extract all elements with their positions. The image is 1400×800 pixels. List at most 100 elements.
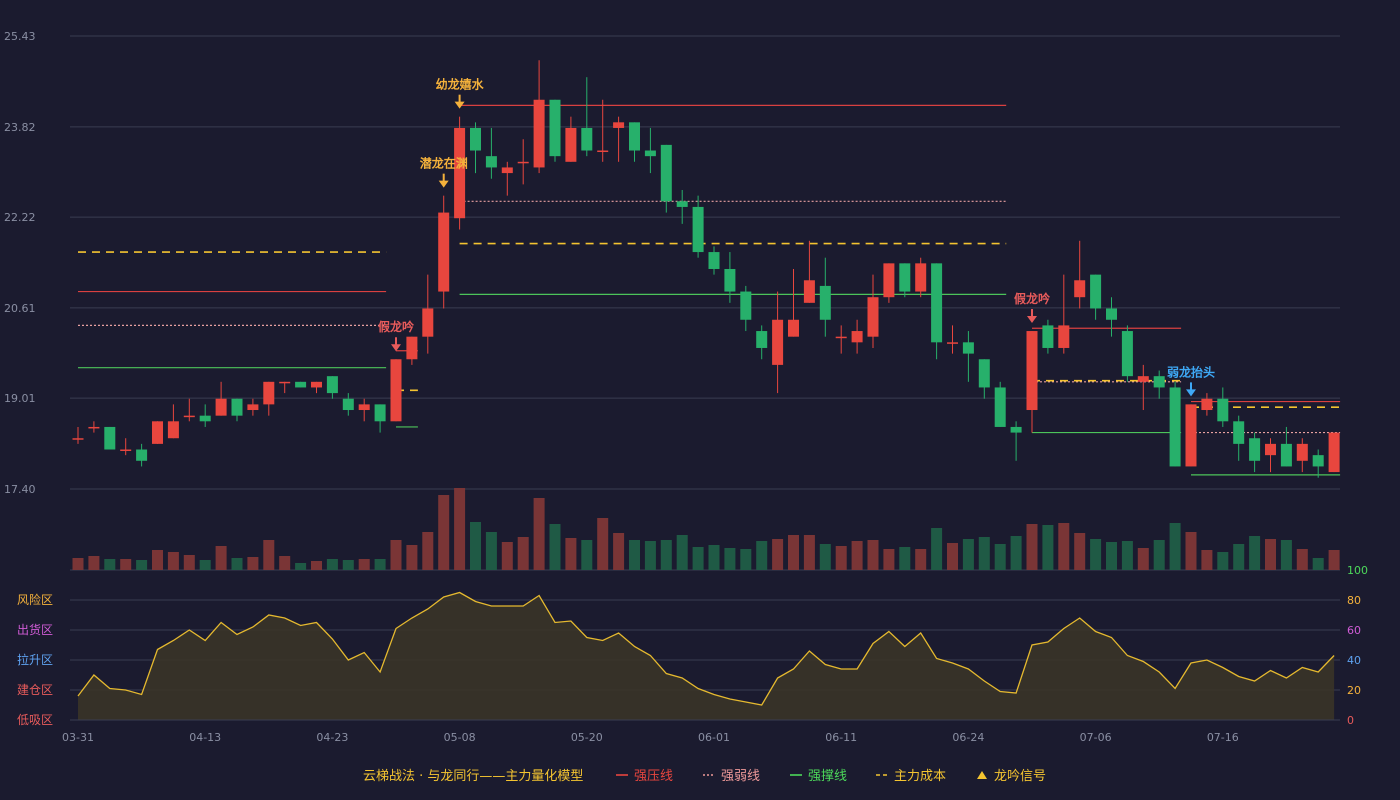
osc-tick-label: 0 bbox=[1347, 714, 1354, 727]
volume-bar bbox=[867, 540, 879, 570]
volume-bar bbox=[756, 541, 768, 570]
candle-body bbox=[120, 449, 132, 452]
volume-bar bbox=[1185, 532, 1197, 570]
volume-bar bbox=[263, 540, 275, 570]
signal-arrow-icon bbox=[438, 180, 449, 188]
price-tick-label: 25.43 bbox=[4, 30, 36, 43]
volume-bar bbox=[374, 559, 386, 570]
volume-bar bbox=[978, 537, 990, 570]
candle-body bbox=[104, 426, 116, 450]
zone-label: 低吸区 bbox=[17, 713, 53, 727]
candle-body bbox=[819, 285, 831, 320]
price-tick-label: 17.40 bbox=[4, 483, 36, 496]
volume-bar bbox=[1106, 542, 1117, 570]
legend: 云梯战法 · 与龙同行——主力量化模型 强压线 强弱线 强撑线 主力成本 龙吟信号 bbox=[363, 768, 1046, 784]
candle-body bbox=[1201, 398, 1213, 411]
signal-arrow-icon bbox=[1027, 316, 1037, 324]
candle-body bbox=[1169, 387, 1181, 467]
date-tick-label: 07-16 bbox=[1207, 731, 1239, 744]
legend-item: 强压线 bbox=[616, 769, 673, 784]
volume-bar bbox=[326, 559, 338, 570]
candle-body bbox=[136, 449, 148, 461]
candle-body bbox=[1137, 376, 1149, 382]
volume-bar bbox=[120, 559, 132, 570]
volume-bar bbox=[724, 548, 736, 570]
date-tick-label: 06-11 bbox=[825, 731, 857, 744]
zone-label: 出货区 bbox=[17, 622, 53, 637]
candle-body bbox=[915, 263, 927, 292]
date-tick-label: 06-24 bbox=[952, 731, 984, 744]
volume-bar bbox=[1233, 544, 1245, 570]
volume-bar bbox=[1265, 539, 1276, 570]
legend-item: 主力成本 bbox=[876, 769, 946, 784]
candle-body bbox=[994, 387, 1006, 427]
legend-item-label: 龙吟信号 bbox=[994, 768, 1046, 784]
legend-item: 龙吟信号 bbox=[977, 768, 1046, 784]
osc-tick-label: 100 bbox=[1347, 564, 1368, 577]
volume-bar bbox=[311, 561, 322, 570]
candle-body bbox=[740, 291, 752, 320]
volume-bar bbox=[1010, 536, 1022, 570]
volume-bar bbox=[581, 540, 593, 570]
candle-body bbox=[835, 336, 847, 339]
volume-bar bbox=[247, 557, 259, 570]
candle-body bbox=[326, 376, 338, 394]
volume-bar bbox=[644, 541, 656, 570]
axis-layer: 25.43 23.82 22.22 20.61 19.01 17.40 100 80 60 40 2… bbox=[4, 30, 1368, 744]
candle-body bbox=[279, 381, 291, 384]
candle-body bbox=[358, 404, 370, 411]
legend-item: 强弱线 bbox=[703, 769, 760, 784]
volume-layer bbox=[72, 488, 1340, 570]
candle-body bbox=[1185, 404, 1197, 467]
volume-bar bbox=[1074, 533, 1086, 570]
oscillator-layer bbox=[70, 591, 1340, 721]
oscillator-line bbox=[77, 591, 1335, 706]
date-tick-label: 05-08 bbox=[444, 731, 476, 744]
volume-bar bbox=[1026, 524, 1038, 570]
candle-body bbox=[962, 342, 974, 354]
zone-label: 建仓区 bbox=[17, 683, 53, 697]
date-tick-label: 04-23 bbox=[316, 731, 348, 744]
price-tick-label: 20.61 bbox=[4, 302, 36, 315]
candle-body bbox=[1026, 331, 1038, 411]
volume-bar bbox=[549, 524, 561, 570]
candle-body bbox=[931, 263, 943, 343]
volume-bar bbox=[279, 556, 291, 570]
volume-bar bbox=[851, 541, 863, 570]
signal-label: 幼龙嬉水 bbox=[436, 77, 485, 92]
candle-body bbox=[581, 127, 593, 151]
volume-bar bbox=[613, 533, 625, 570]
candle-body bbox=[152, 421, 163, 444]
candle-body bbox=[1296, 443, 1308, 461]
candle-body bbox=[644, 150, 656, 157]
level-layer bbox=[78, 104, 1341, 476]
candle-body bbox=[756, 331, 768, 348]
volume-bar bbox=[136, 560, 148, 570]
volume-bar bbox=[1042, 525, 1054, 570]
volume-bar bbox=[803, 535, 815, 570]
candle-body bbox=[406, 336, 418, 360]
volume-bar bbox=[167, 552, 179, 570]
volume-bar bbox=[1312, 558, 1324, 570]
volume-bar bbox=[899, 547, 911, 570]
candle-body bbox=[1249, 438, 1261, 461]
volume-bar bbox=[422, 532, 434, 570]
candle-body bbox=[549, 99, 561, 157]
candle-body bbox=[485, 156, 497, 168]
volume-bar bbox=[152, 550, 163, 570]
volume-bar bbox=[501, 542, 513, 570]
volume-bar bbox=[1153, 540, 1165, 570]
candle-body bbox=[1106, 308, 1117, 320]
candle-body bbox=[438, 212, 450, 292]
volume-bar bbox=[1217, 552, 1229, 570]
candle-body bbox=[565, 127, 577, 162]
candle-body bbox=[947, 342, 958, 344]
volume-bar bbox=[295, 563, 307, 570]
volume-bar bbox=[962, 539, 974, 570]
date-tick-label: 07-06 bbox=[1080, 731, 1112, 744]
volume-bar bbox=[1090, 539, 1102, 570]
volume-bar bbox=[470, 522, 481, 570]
volume-bar bbox=[788, 535, 799, 570]
